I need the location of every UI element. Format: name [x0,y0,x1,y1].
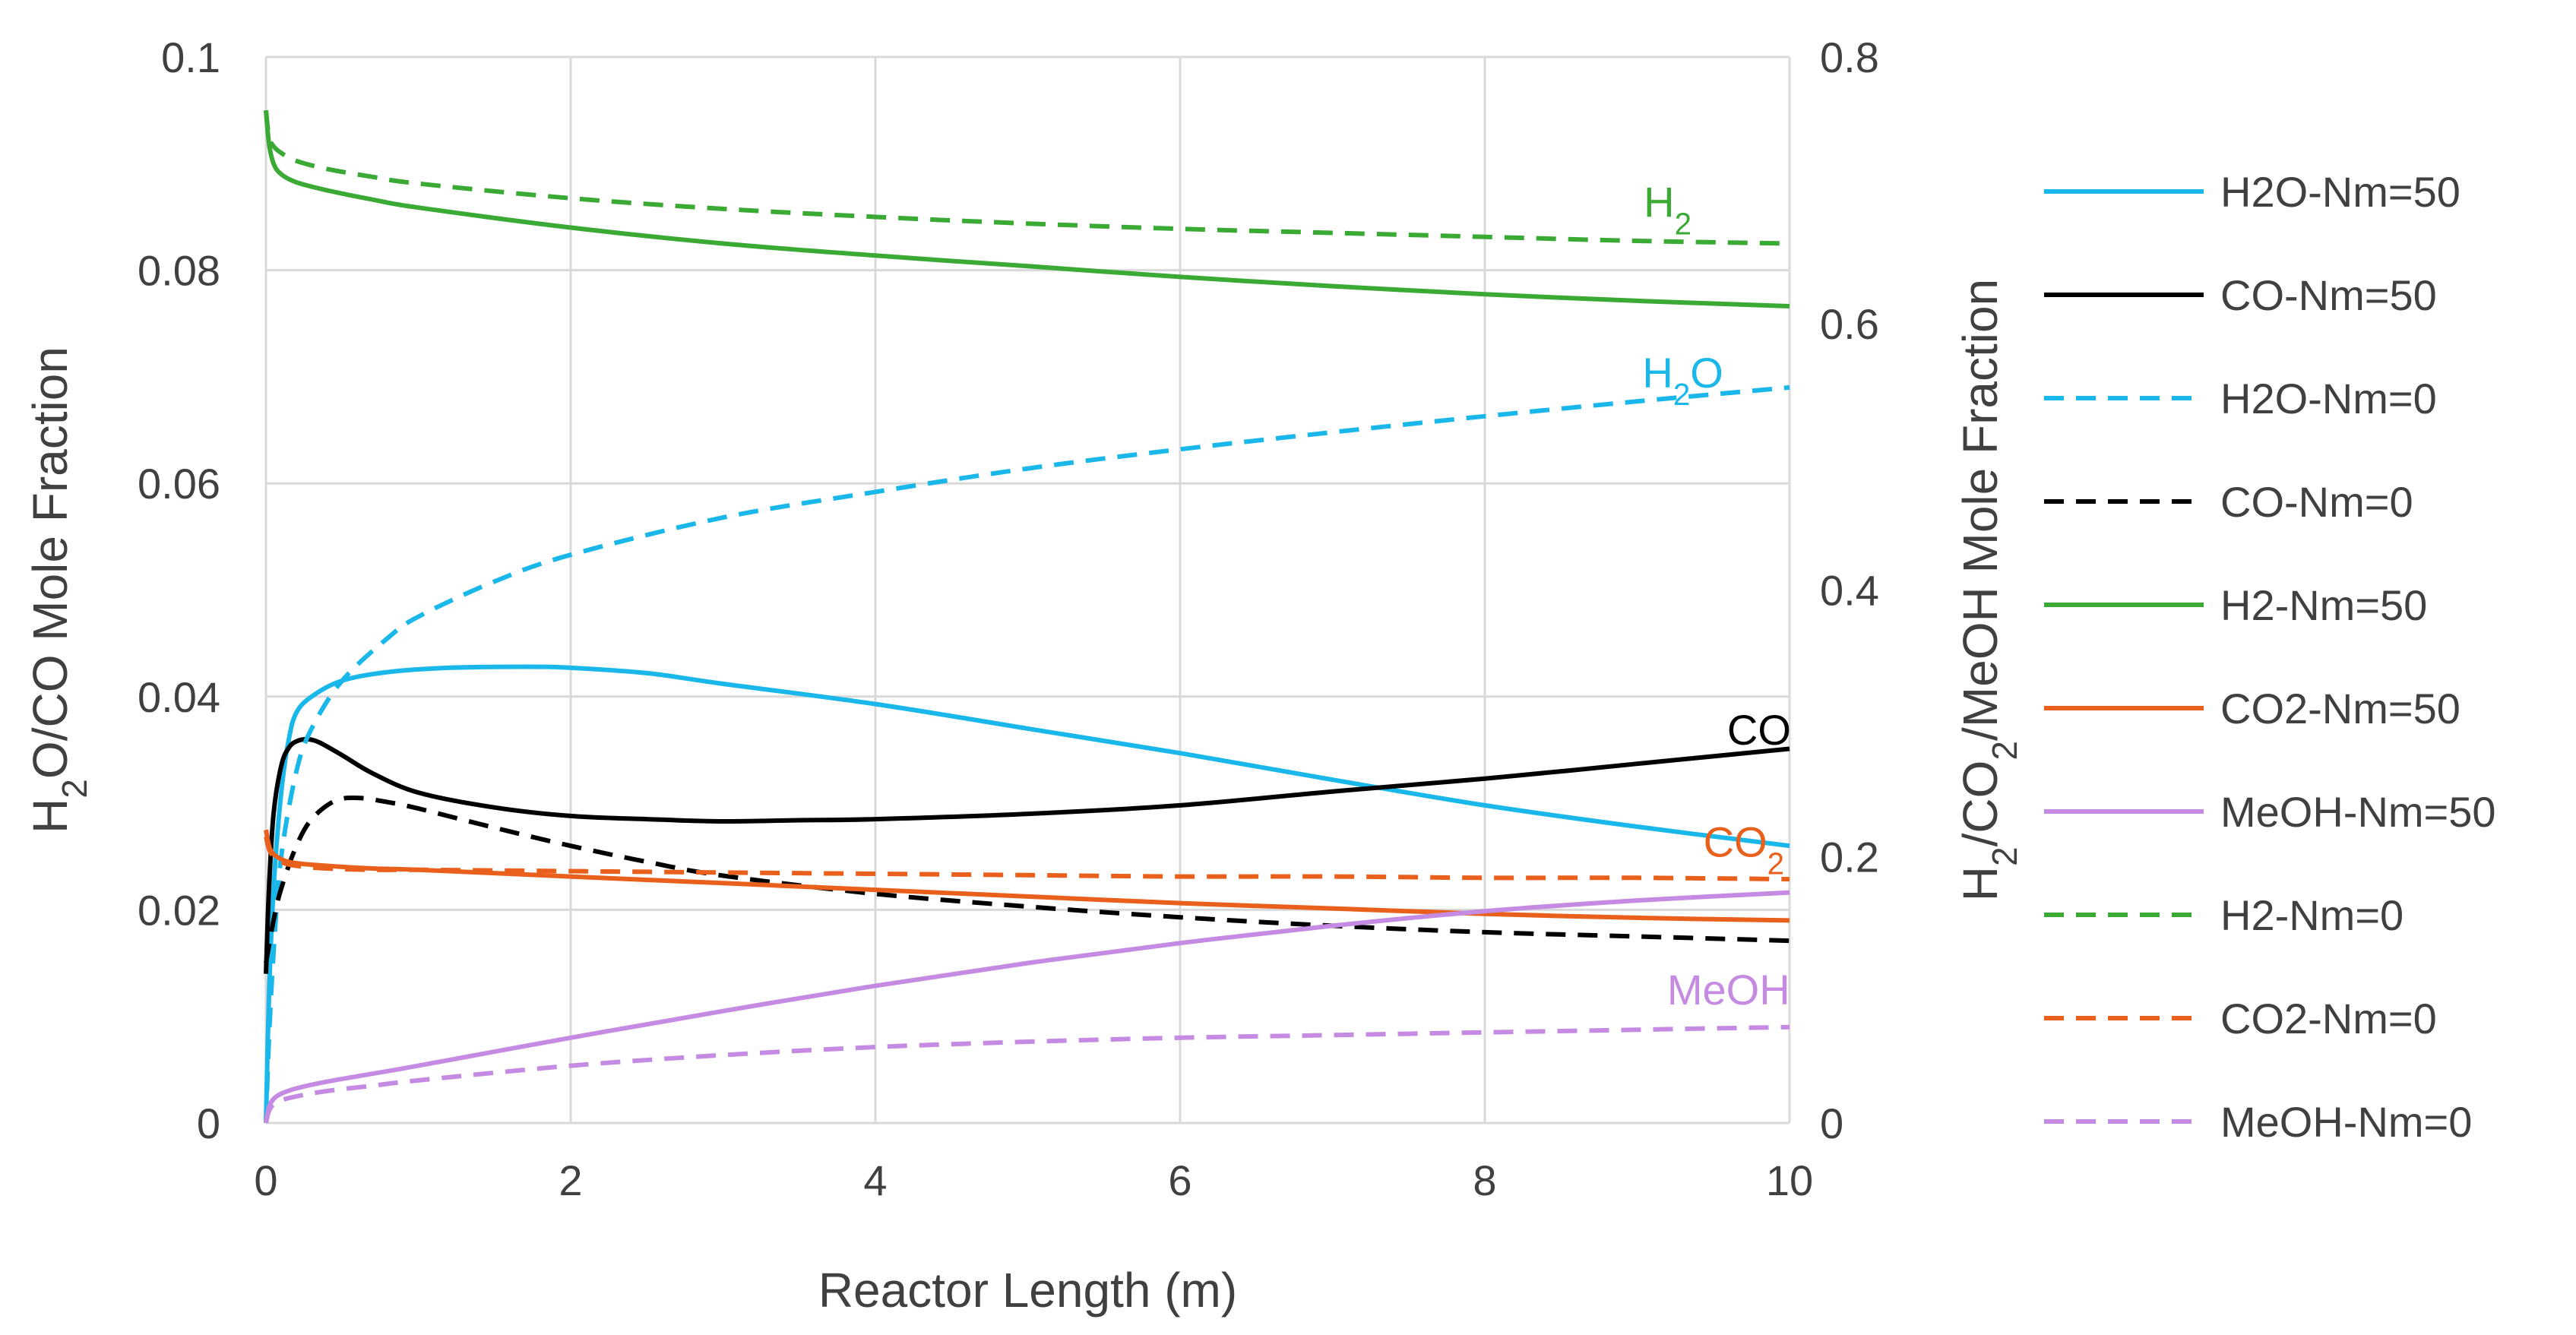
y-left-axis-title-part: 2 [55,779,94,799]
y-left-axis-title: H2O/CO Mole Fraction [23,346,94,834]
y-left-axis-title-part: H [23,799,78,834]
legend-label: CO2-Nm=0 [2220,995,2437,1042]
y-left-tick-label: 0.08 [138,247,220,295]
annotation-meoh-part: MeOH [1667,966,1790,1014]
y-right-axis-title-part: 2 [1985,741,2024,761]
x-tick-label: 8 [1473,1156,1496,1204]
y-right-tick-label: 0.2 [1820,833,1879,881]
annotation-h2: H2 [1644,178,1691,241]
legend-label: H2-Nm=50 [2220,581,2427,629]
annotation-co2-part: CO [1704,818,1767,865]
y-right-tick-label: 0 [1820,1099,1843,1147]
y-right-axis-title-part: H [1953,866,2008,901]
annotation-co2-part: 2 [1767,846,1784,881]
y-left-tick-label: 0.04 [138,673,220,721]
y-left-axis-title-part: O/CO Mole Fraction [23,346,78,779]
x-tick-label: 10 [1766,1156,1813,1204]
gridlines [264,55,1791,1125]
series-line-co2-nm-0 [264,836,1790,882]
legend-label: MeOH-Nm=0 [2220,1098,2472,1146]
y-right-axis-title-part: /CO [1953,761,2008,847]
annotation-h2-part: 2 [1675,206,1691,241]
annotation-h2o-part: O [1690,349,1723,397]
y-left-tick-label: 0.06 [138,460,220,508]
x-tick-label: 0 [254,1156,277,1204]
axis-titles: Reactor Length (m) H2O/CO Mole FractionH… [23,279,2024,1318]
y-left-tick-label: 0 [197,1099,220,1147]
y-right-axis-title-part: /MeOH Mole Fraction [1953,279,2008,741]
y-right-tick-label: 0.4 [1820,567,1879,615]
annotation-co: CO [1727,706,1791,754]
x-tick-label: 4 [863,1156,887,1204]
legend-label: CO-Nm=0 [2220,478,2413,526]
annotation-h2o-part: 2 [1673,377,1690,412]
series-line-h2-nm-0 [264,109,1790,246]
annotation-h2o: H2O [1642,349,1723,412]
legend-label: CO2-Nm=50 [2220,685,2460,732]
legend: H2O-Nm=50 CO-Nm=50 H2O-Nm=0 CO-Nm=0 H2-Nm=50… [2044,168,2496,1146]
x-tick-label: 6 [1168,1156,1191,1204]
y-left-tick-label: 0.1 [161,33,220,81]
annotation-co-part: CO [1727,706,1791,754]
y-left-tick-label: 0.02 [138,886,220,934]
y-right-axis-title: H2/CO2/MeOH Mole Fraction [1953,279,2024,901]
annotation-h2o-part: H [1642,349,1673,397]
y-right-tick-label: 0.6 [1820,300,1879,348]
series-line-h2-nm-50 [264,109,1790,308]
x-axis-title: Reactor Length (m) [818,1263,1237,1318]
annotation-co2: CO2 [1704,818,1784,881]
x-tick-label: 2 [559,1156,582,1204]
legend-label: H2O-Nm=0 [2220,375,2437,422]
legend-label: MeOH-Nm=50 [2220,788,2496,836]
annotation-h2-part: H [1644,178,1674,226]
series-line-co-nm-50 [264,736,1790,974]
series-line-h2o-nm-0 [264,384,1790,1124]
series-line-meoh-nm-0 [264,1024,1790,1124]
legend-label: H2-Nm=0 [2220,891,2404,939]
series-lines [264,109,1790,1124]
legend-label: H2O-Nm=50 [2220,168,2460,216]
y-right-axis-title-part: 2 [1985,846,2024,866]
legend-label: CO-Nm=50 [2220,271,2437,319]
series-line-meoh-nm-50 [264,890,1790,1124]
y-right-tick-label: 0.8 [1820,33,1879,81]
annotation-meoh: MeOH [1667,966,1790,1014]
